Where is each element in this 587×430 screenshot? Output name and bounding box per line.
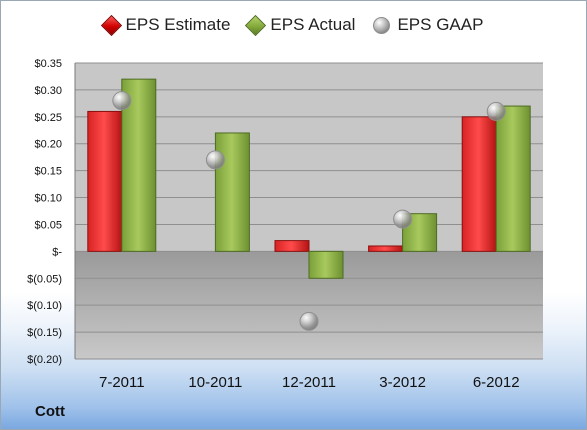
- legend: EPS Estimate EPS Actual EPS GAAP: [1, 14, 586, 36]
- eps-gaap-point: [112, 91, 132, 111]
- eps-estimate-bar: [274, 240, 310, 252]
- eps-estimate-bar: [87, 110, 123, 252]
- eps-gaap-point: [486, 101, 506, 121]
- y-tick-label: $0.30: [34, 85, 62, 97]
- y-tick-label: $0.25: [34, 112, 62, 124]
- y-tick-label: $0.35: [34, 58, 62, 70]
- eps-actual-bar: [308, 250, 344, 279]
- eps-actual-bar: [495, 105, 531, 252]
- eps-actual-bar: [214, 132, 250, 252]
- y-tick-label: $0.15: [34, 166, 62, 178]
- y-tick-label: $(0.10): [27, 300, 62, 312]
- y-tick-label: $0.20: [34, 139, 62, 151]
- legend-label-eps-gaap: EPS GAAP: [397, 15, 484, 34]
- legend-item-eps-actual: EPS Actual: [245, 14, 356, 36]
- legend-label-eps-estimate: EPS Estimate: [125, 15, 231, 34]
- x-tick-label: 10-2011: [188, 374, 242, 391]
- y-tick-label: $-: [52, 246, 62, 258]
- eps-gaap-swatch-icon: [373, 16, 391, 34]
- x-tick-label: 12-2011: [282, 374, 336, 391]
- legend-label-eps-actual: EPS Actual: [270, 15, 356, 34]
- x-tick-label: 6-2012: [473, 374, 520, 391]
- eps-gaap-point: [205, 150, 225, 170]
- legend-item-eps-gaap: EPS GAAP: [373, 15, 483, 35]
- company-label: Cott: [35, 403, 65, 420]
- y-tick-label: $(0.20): [27, 354, 62, 366]
- y-tick-label: $0.10: [34, 193, 62, 205]
- x-tick-label: 7-2011: [99, 374, 145, 391]
- x-tick-label: 3-2012: [379, 374, 426, 391]
- eps-estimate-bar: [368, 245, 404, 252]
- eps-estimate-bar: [461, 116, 497, 252]
- y-tick-label: $(0.05): [27, 273, 62, 285]
- y-tick-label: $(0.15): [27, 327, 62, 339]
- y-tick-label: $0.05: [34, 219, 62, 231]
- legend-item-eps-estimate: EPS Estimate: [100, 14, 231, 36]
- eps-gaap-point: [393, 209, 413, 229]
- eps-gaap-point: [299, 311, 319, 331]
